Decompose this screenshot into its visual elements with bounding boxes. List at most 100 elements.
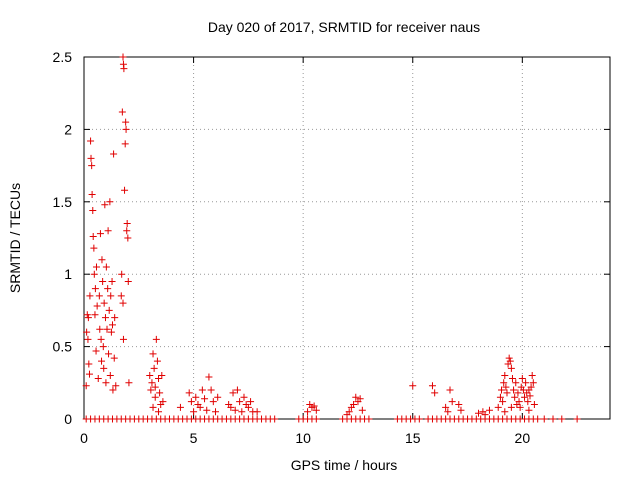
data-point-marker xyxy=(122,125,130,133)
data-point-marker xyxy=(82,382,90,390)
y-tick-label: 1 xyxy=(64,266,72,282)
data-point-marker xyxy=(505,354,513,362)
data-point-marker xyxy=(99,343,107,351)
data-point-marker xyxy=(253,408,261,416)
data-point-marker xyxy=(409,382,417,390)
data-point-marker xyxy=(85,370,93,378)
data-point-marker xyxy=(125,379,133,387)
data-point-marker xyxy=(84,335,92,343)
data-point-marker xyxy=(88,191,96,199)
data-point-marker xyxy=(100,299,108,307)
data-point-marker xyxy=(119,299,127,307)
data-point-marker xyxy=(120,65,128,73)
data-point-marker xyxy=(84,314,92,322)
data-point-marker xyxy=(209,398,217,406)
data-point-marker xyxy=(85,360,93,368)
y-tick-label: 0 xyxy=(64,411,72,427)
plot-frame xyxy=(83,56,611,420)
data-point-marker xyxy=(118,270,126,278)
data-point-marker xyxy=(247,398,255,406)
data-point-marker xyxy=(106,372,114,380)
y-axis-label: SRMTID / TECUs xyxy=(7,183,23,293)
x-axis-ticks: 0 5 10 15 20 xyxy=(80,57,530,446)
data-point-marker xyxy=(549,415,557,423)
data-point-marker xyxy=(121,186,129,194)
data-point-marker xyxy=(503,389,511,397)
data-point-marker xyxy=(99,277,107,285)
data-point-marker xyxy=(117,292,125,300)
data-point-marker xyxy=(147,386,155,394)
data-point-marker xyxy=(203,406,211,414)
data-point-marker xyxy=(92,263,100,271)
data-point-marker xyxy=(518,374,526,382)
data-point-marker xyxy=(227,403,235,411)
data-point-marker xyxy=(511,393,519,401)
data-point-marker xyxy=(112,382,120,390)
data-point-marker xyxy=(104,227,112,235)
data-point-marker xyxy=(196,403,204,411)
data-point-marker xyxy=(152,335,160,343)
data-point-marker xyxy=(207,386,215,394)
data-point-marker xyxy=(86,292,94,300)
data-point-marker xyxy=(104,285,112,293)
data-point-marker xyxy=(158,372,166,380)
data-point-marker xyxy=(176,403,184,411)
data-point-marker xyxy=(87,154,95,162)
data-point-marker xyxy=(507,364,515,372)
data-point-marker xyxy=(109,386,117,394)
data-point-marker xyxy=(123,220,131,228)
data-point-marker xyxy=(530,401,538,409)
data-point-marker xyxy=(111,314,119,322)
data-point-marker xyxy=(244,403,252,411)
data-point-marker xyxy=(525,406,533,414)
data-point-marker xyxy=(528,372,536,380)
data-point-marker xyxy=(233,386,241,394)
data-point-marker xyxy=(190,408,198,416)
data-point-marker xyxy=(105,306,113,314)
data-point-marker xyxy=(312,415,320,423)
data-point-marker xyxy=(91,285,99,293)
data-point-marker xyxy=(444,408,452,416)
data-point-marker xyxy=(521,393,529,401)
data-point-marker xyxy=(83,328,91,336)
y-tick-label: 2.5 xyxy=(53,49,73,65)
data-point-marker xyxy=(501,408,509,416)
y-axis-ticks: 0 0.5 1 1.5 2 2.5 xyxy=(53,49,610,427)
data-point-marker xyxy=(105,350,113,358)
data-point-marker xyxy=(310,402,318,410)
data-point-marker xyxy=(122,118,130,126)
data-point-marker xyxy=(91,311,99,319)
data-point-marker xyxy=(522,379,530,387)
data-point-marker xyxy=(96,325,104,333)
data-point-marker xyxy=(95,292,103,300)
data-point-marker xyxy=(501,372,509,380)
data-point-marker xyxy=(205,373,213,381)
data-point-marker xyxy=(515,398,523,406)
data-point-marker xyxy=(107,292,115,300)
data-point-marker xyxy=(500,379,508,387)
data-point-marker xyxy=(148,379,156,387)
data-point-marker xyxy=(558,415,566,423)
data-point-marker xyxy=(149,350,157,358)
data-point-marker xyxy=(507,403,515,411)
x-axis-label: GPS time / hours xyxy=(291,457,398,473)
data-point-marker xyxy=(516,403,524,411)
data-point-marker xyxy=(103,325,111,333)
data-point-marker xyxy=(231,406,239,414)
data-point-marker xyxy=(534,415,542,423)
x-tick-label: 0 xyxy=(80,430,88,446)
data-point-marker xyxy=(118,108,126,116)
data-point-marker xyxy=(98,256,106,264)
data-point-marker xyxy=(352,393,360,401)
data-point-marker xyxy=(159,398,167,406)
data-point-marker xyxy=(494,403,502,411)
data-point-marker xyxy=(238,408,246,416)
data-point-marker xyxy=(475,409,482,417)
data-point-marker xyxy=(192,393,200,401)
data-point-marker xyxy=(198,386,206,394)
data-point-marker xyxy=(446,386,454,394)
data-point-marker xyxy=(499,398,507,406)
data-point-marker xyxy=(510,386,518,394)
y-tick-label: 1.5 xyxy=(53,194,73,210)
